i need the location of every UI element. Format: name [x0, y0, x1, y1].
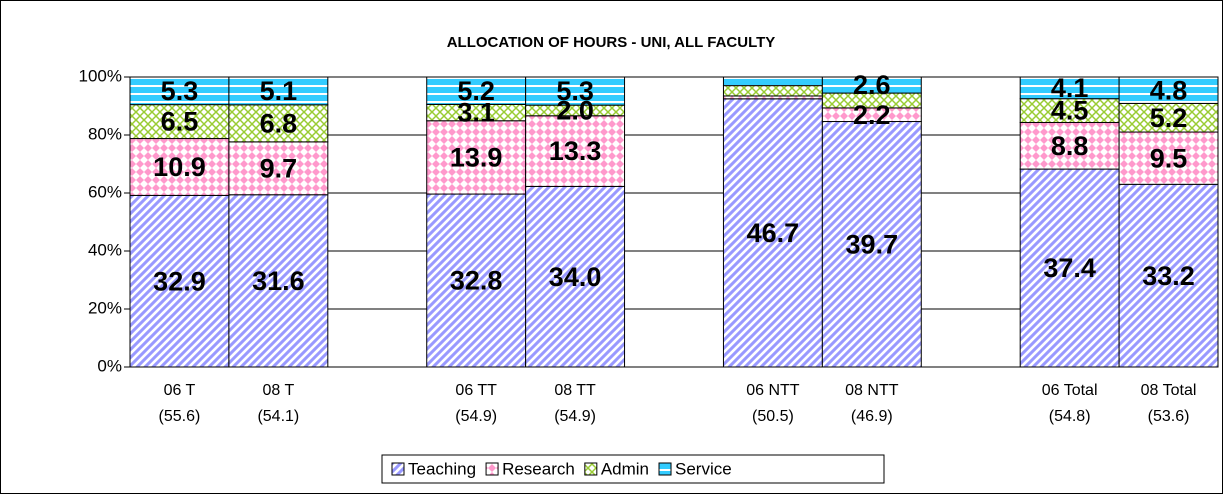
x-tick-label: 08 Total: [1141, 382, 1197, 399]
legend-label: Research: [502, 459, 575, 478]
x-tick-label: 08 NTT: [845, 382, 899, 399]
value-label: 31.6: [252, 266, 305, 296]
x-tick-label: 06 TT: [455, 382, 497, 399]
legend-label: Admin: [601, 459, 649, 478]
legend-swatch: [658, 462, 672, 476]
y-tick-label: 80%: [88, 124, 122, 143]
x-tick-label: 06 NTT: [746, 382, 800, 399]
y-tick-label: 60%: [88, 182, 122, 201]
value-label: 8.8: [1051, 131, 1089, 161]
bar-segment: [1118, 131, 1219, 185]
value-label: 6.5: [161, 107, 199, 137]
y-tick-label: 40%: [88, 240, 122, 259]
bar-segment: [426, 193, 527, 368]
bar-segment: [129, 138, 230, 196]
y-tick-label: 20%: [88, 298, 122, 317]
value-label: 32.8: [450, 266, 503, 296]
value-label: 6.8: [260, 108, 298, 138]
value-label: 10.9: [153, 152, 206, 182]
x-tick-note: (53.6): [1148, 408, 1190, 425]
value-label: 4.5: [1051, 96, 1089, 126]
value-label: 4.8: [1150, 75, 1188, 105]
bar-segment: [1118, 183, 1219, 368]
x-tick-note: (46.9): [851, 408, 893, 425]
bar-segment: [1118, 76, 1219, 104]
bar-segment: [821, 121, 922, 368]
x-tick-note: (50.5): [752, 408, 794, 425]
value-label: 46.7: [747, 218, 800, 248]
legend: Teaching Research Admin Service: [381, 454, 885, 484]
legend-box: [381, 454, 885, 484]
legend-swatch: [485, 462, 499, 476]
value-label: 5.3: [556, 76, 594, 106]
x-tick-note: (54.9): [455, 408, 497, 425]
value-label: 3.1: [457, 98, 495, 128]
bar-segment: [525, 76, 626, 106]
value-label: 2.2: [853, 100, 891, 130]
x-tick-label: 06 T: [164, 382, 196, 399]
bar-segment: [525, 185, 626, 368]
y-tick-label: 100%: [79, 66, 122, 85]
value-label: 9.5: [1150, 143, 1188, 173]
x-tick-label: 08 T: [262, 382, 294, 399]
legend-swatch: [391, 462, 405, 476]
value-label: 34.0: [549, 262, 602, 292]
value-label: 37.4: [1043, 253, 1096, 283]
value-label: 32.9: [153, 266, 206, 296]
value-label: 4.1: [1051, 73, 1089, 103]
x-tick-label: 06 Total: [1042, 382, 1098, 399]
legend-label: Service: [675, 459, 732, 478]
bar-segment: [1019, 168, 1120, 368]
value-label: 2.6: [853, 70, 891, 100]
legend-swatch: [584, 462, 598, 476]
value-label: 13.9: [450, 143, 503, 173]
bar-segment: [722, 76, 823, 87]
value-label: 39.7: [846, 229, 899, 259]
bar-segment: [525, 115, 626, 187]
x-tick-label: 08 TT: [554, 382, 596, 399]
y-tick-label: 0%: [97, 356, 122, 375]
bar-segment: [821, 76, 922, 94]
bar-segment: [228, 104, 329, 143]
bar-segment: [228, 76, 329, 106]
value-label: 5.1: [260, 76, 298, 106]
legend-label: Teaching: [408, 459, 476, 478]
bar-segment: [722, 85, 823, 97]
value-label: 9.7: [260, 153, 298, 183]
value-label: 13.3: [549, 136, 602, 166]
value-label: 5.3: [161, 76, 199, 106]
bar-segment: [426, 120, 527, 195]
x-tick-note: (54.8): [1049, 408, 1091, 425]
x-tick-note: (55.6): [159, 408, 201, 425]
x-tick-note: (54.9): [554, 408, 596, 425]
x-tick-note: (54.1): [257, 408, 299, 425]
value-label: 33.2: [1142, 261, 1195, 291]
bar-segment: [1118, 102, 1219, 133]
bar-segment: [228, 141, 329, 196]
bar-segment: [228, 194, 329, 368]
value-label: 5.2: [1150, 103, 1188, 133]
value-label: 5.2: [457, 76, 495, 106]
value-label: 2.0: [556, 96, 594, 126]
chart-title: ALLOCATION OF HOURS - UNI, ALL FACULTY: [447, 34, 776, 51]
